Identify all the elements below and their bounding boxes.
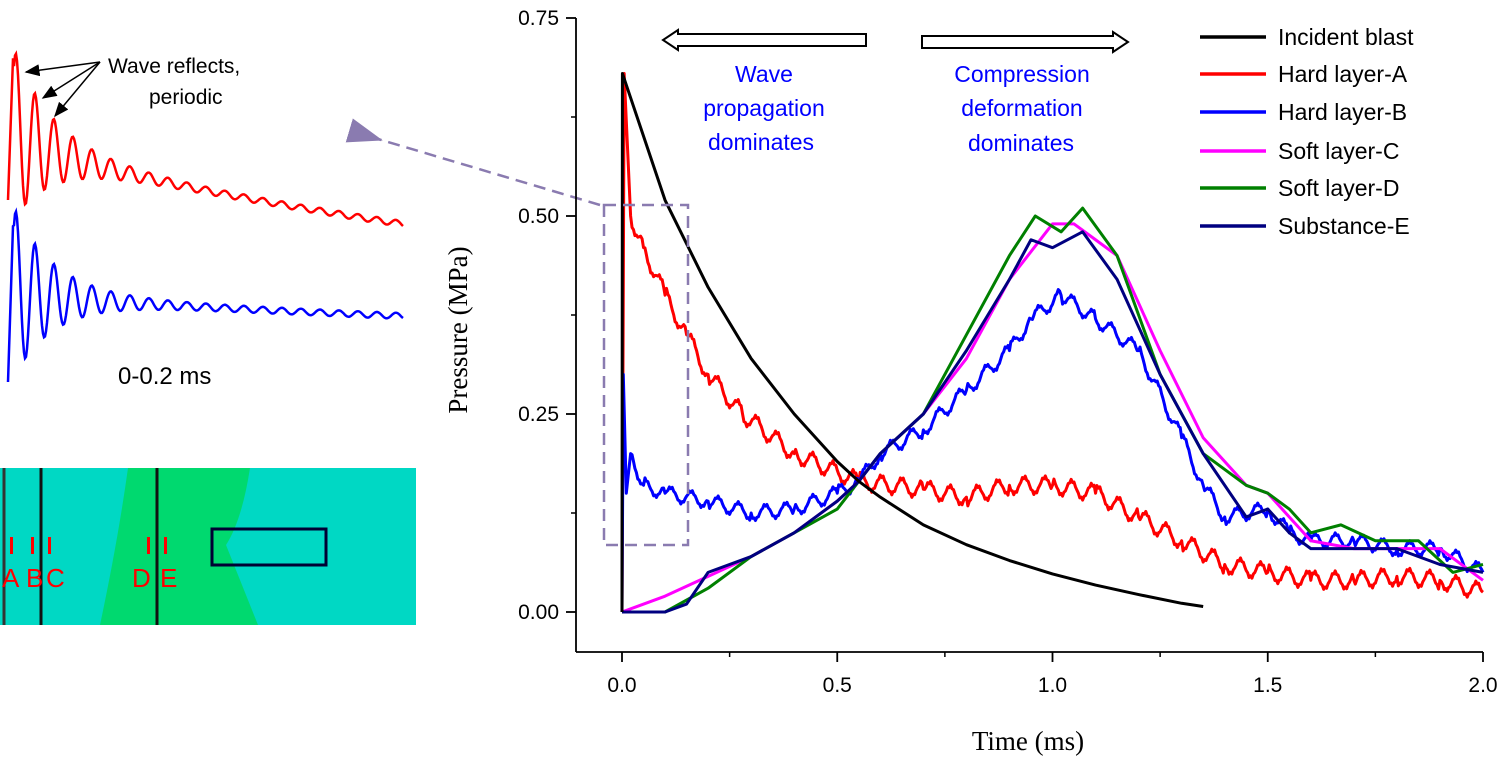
inset-red-wave — [6, 50, 404, 227]
inset-time-range: 0-0.2 ms — [118, 363, 211, 390]
model-label-a: A — [2, 563, 20, 593]
y-tick-label: 0.50 — [518, 205, 559, 228]
left-region-line2: propagation — [703, 95, 825, 121]
right-region-line3: dominates — [968, 130, 1074, 156]
y-tick-label: 0.25 — [518, 403, 559, 426]
series-line-soft-layer-c — [621, 222, 1484, 614]
legend-item: Soft layer-C — [1200, 138, 1399, 164]
series-line-soft-layer-d — [622, 206, 1484, 614]
x-tick-label: 1.5 — [1253, 674, 1282, 697]
callout-arrows — [24, 61, 101, 118]
right-region-line1: Compression — [954, 61, 1090, 87]
zoom-callout-arrow — [345, 118, 601, 207]
series-line-hard-layer-a — [620, 71, 1484, 613]
right-arrow — [921, 30, 1130, 54]
model-schematic: A B C D E — [0, 468, 416, 625]
inset-callout-line1: Wave reflects, — [108, 55, 240, 78]
left-region-line1: Wave — [735, 61, 793, 87]
legend: Incident blast Hard layer-A Hard layer-B So… — [1200, 24, 1414, 239]
y-tick-label: 0.75 — [518, 7, 559, 30]
model-label-c: C — [46, 563, 65, 593]
x-tick-label: 2.0 — [1468, 674, 1497, 697]
legend-label: Incident blast — [1278, 24, 1414, 50]
legend-label: Soft layer-C — [1278, 138, 1399, 164]
legend-item: Substance-E — [1200, 213, 1410, 239]
legend-label: Hard layer-B — [1278, 99, 1407, 125]
model-label-d: D — [132, 563, 151, 593]
x-tick-label: 1.0 — [1038, 674, 1067, 697]
legend-item: Incident blast — [1200, 24, 1414, 50]
x-tick-label: 0.5 — [823, 674, 852, 697]
plot-area — [620, 71, 1485, 614]
inset-callout-line2: periodic — [149, 86, 223, 109]
axes: 0.00 0.25 0.50 0.75 0.0 0.5 1.0 1.5 2.0 — [518, 7, 1497, 697]
series-line-substance-e — [622, 230, 1484, 614]
zoom-region-box — [602, 203, 690, 547]
legend-label: Soft layer-D — [1278, 175, 1399, 201]
right-region-line2: deformation — [961, 95, 1082, 121]
model-label-b: B — [26, 563, 43, 593]
series-line-hard-layer-b — [620, 288, 1485, 613]
inset-blue-wave — [6, 207, 404, 383]
series-line-incident-blast — [620, 71, 1204, 613]
legend-item: Hard layer-B — [1200, 99, 1407, 125]
x-axis-title: Time (ms) — [972, 726, 1084, 756]
model-label-e: E — [160, 563, 177, 593]
legend-label: Substance-E — [1278, 213, 1410, 239]
left-region-line3: dominates — [708, 129, 814, 155]
y-tick-label: 0.00 — [518, 601, 559, 624]
legend-item: Hard layer-A — [1200, 61, 1408, 87]
inset-waveforms: Wave reflects, periodic 0-0.2 ms — [6, 50, 404, 390]
legend-label: Hard layer-A — [1278, 61, 1408, 87]
x-tick-label: 0.0 — [607, 674, 636, 697]
left-arrow — [661, 28, 867, 52]
legend-item: Soft layer-D — [1200, 175, 1399, 201]
y-axis-title: Pressure (MPa) — [443, 246, 473, 413]
